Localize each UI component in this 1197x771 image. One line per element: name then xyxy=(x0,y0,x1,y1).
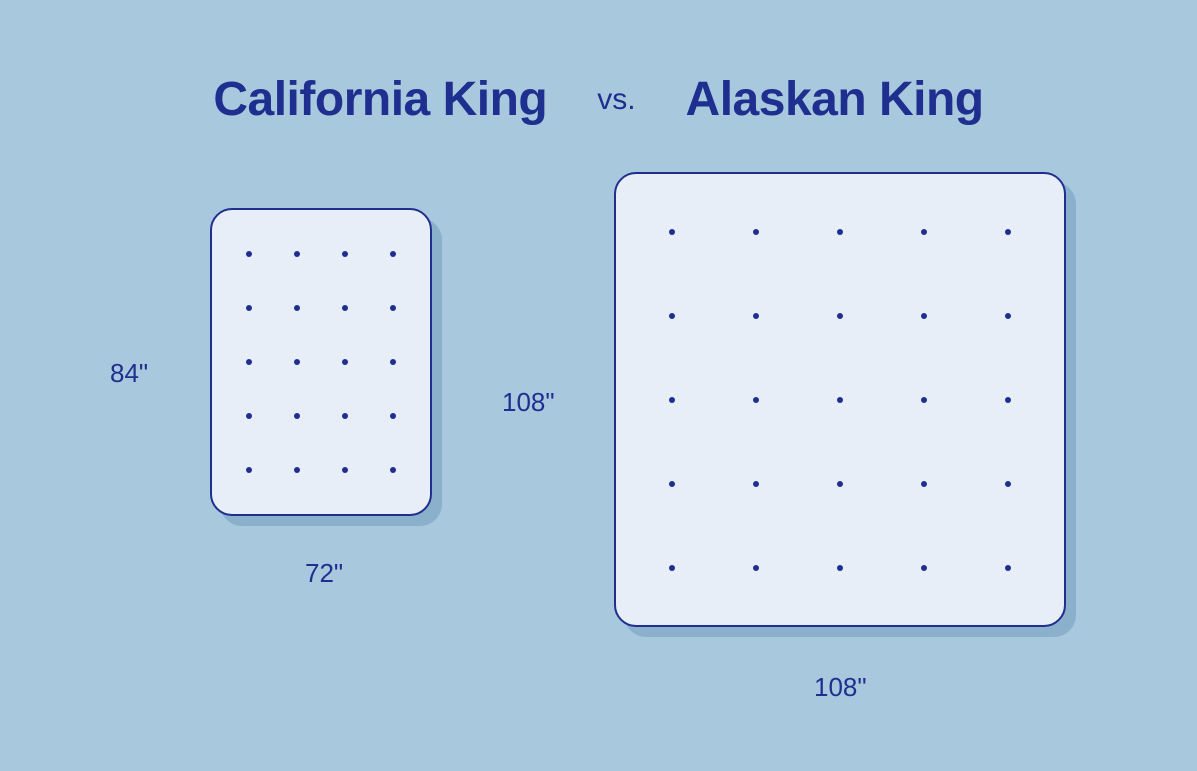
tufting-dot xyxy=(390,305,396,311)
tufting-dot xyxy=(342,251,348,257)
tufting-dot xyxy=(342,467,348,473)
tufting-dot xyxy=(837,313,843,319)
width-label: 108" xyxy=(814,672,867,703)
tufting-dot xyxy=(669,229,675,235)
title-left: California King xyxy=(213,72,547,127)
dot-grid xyxy=(212,210,430,514)
tufting-dot xyxy=(753,481,759,487)
tufting-dot xyxy=(921,481,927,487)
tufting-dot xyxy=(390,413,396,419)
tufting-dot xyxy=(753,397,759,403)
tufting-dot xyxy=(342,305,348,311)
tufting-dot xyxy=(294,251,300,257)
tufting-dot xyxy=(1005,229,1011,235)
tufting-dot xyxy=(246,467,252,473)
tufting-dot xyxy=(837,565,843,571)
mattress-alaskan: 108" 108" xyxy=(614,172,1066,627)
tufting-dot xyxy=(246,359,252,365)
tufting-dot xyxy=(669,481,675,487)
tufting-dot xyxy=(669,565,675,571)
tufting-dot xyxy=(837,481,843,487)
tufting-dot xyxy=(753,229,759,235)
height-label: 84" xyxy=(110,358,148,389)
height-label: 108" xyxy=(502,387,555,418)
tufting-dot xyxy=(294,467,300,473)
tufting-dot xyxy=(390,359,396,365)
tufting-dot xyxy=(669,397,675,403)
tufting-dot xyxy=(669,313,675,319)
tufting-dot xyxy=(390,251,396,257)
title-vs: vs. xyxy=(597,83,635,117)
tufting-dot xyxy=(837,229,843,235)
mattress-body xyxy=(614,172,1066,627)
tufting-dot xyxy=(753,565,759,571)
tufting-dot xyxy=(294,359,300,365)
mattress-california: 84" 72" xyxy=(210,208,432,516)
tufting-dot xyxy=(390,467,396,473)
title-row: California King vs. Alaskan King xyxy=(0,72,1197,127)
tufting-dot xyxy=(921,565,927,571)
tufting-dot xyxy=(1005,397,1011,403)
tufting-dot xyxy=(1005,481,1011,487)
tufting-dot xyxy=(246,305,252,311)
tufting-dot xyxy=(753,313,759,319)
mattress-body xyxy=(210,208,432,516)
tufting-dot xyxy=(294,305,300,311)
tufting-dot xyxy=(342,359,348,365)
width-label: 72" xyxy=(305,558,343,589)
tufting-dot xyxy=(1005,565,1011,571)
title-right: Alaskan King xyxy=(686,72,984,127)
tufting-dot xyxy=(921,397,927,403)
tufting-dot xyxy=(837,397,843,403)
tufting-dot xyxy=(342,413,348,419)
tufting-dot xyxy=(921,229,927,235)
tufting-dot xyxy=(1005,313,1011,319)
dot-grid xyxy=(616,174,1064,625)
tufting-dot xyxy=(246,413,252,419)
tufting-dot xyxy=(921,313,927,319)
tufting-dot xyxy=(294,413,300,419)
tufting-dot xyxy=(246,251,252,257)
